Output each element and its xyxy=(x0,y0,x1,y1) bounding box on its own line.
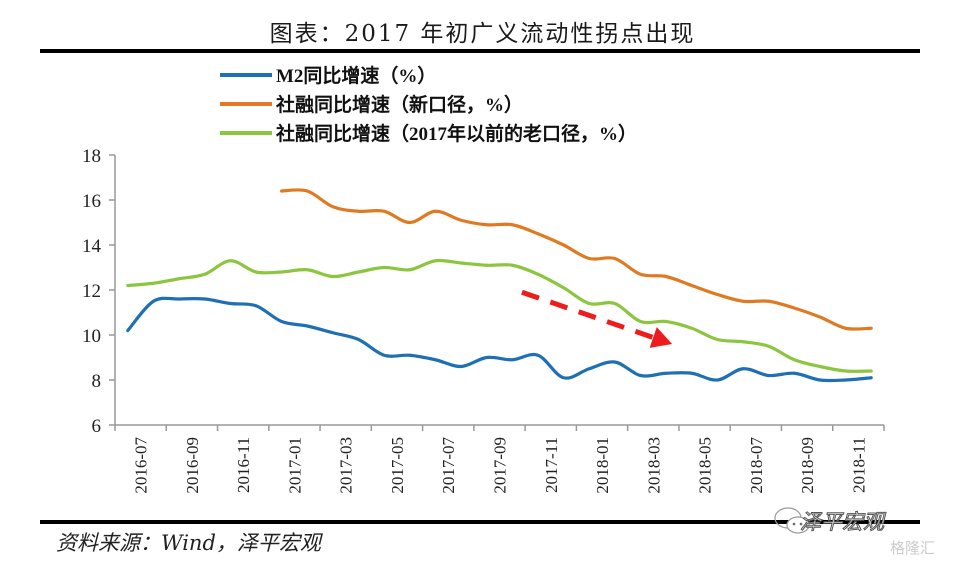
legend-swatch-m2 xyxy=(220,72,272,77)
legend-item-tsf-old: 社融同比增速（2017年以前的老口径，%） xyxy=(220,118,637,147)
x-tick-label: 2017-03 xyxy=(337,437,356,494)
watermark-site: 格隆汇 xyxy=(890,539,936,557)
y-tick-label: 14 xyxy=(82,236,102,257)
x-tick-label: 2017-05 xyxy=(388,437,407,494)
x-tick-label: 2018-11 xyxy=(849,437,868,493)
source-note: 资料来源：Wind，泽平宏观 xyxy=(56,531,321,555)
x-tick-label: 2016-11 xyxy=(234,437,253,493)
y-tick-label: 18 xyxy=(82,146,101,167)
y-tick-label: 6 xyxy=(92,416,102,437)
x-tick-label: 2018-03 xyxy=(644,437,663,494)
top-rule xyxy=(40,49,920,53)
x-tick-label: 2018-07 xyxy=(747,437,766,494)
series-m2-line xyxy=(126,296,873,383)
x-tick-label: 2017-07 xyxy=(439,437,458,494)
chart-annotations xyxy=(521,289,673,348)
chart-axes: 6 8 10 12 14 16 18 2016-07 2016-09 2016-11 2017-01… xyxy=(82,146,885,494)
legend-label-tsf-new: 社融同比增速（新口径，%） xyxy=(276,95,524,116)
chart-series xyxy=(126,188,873,383)
x-tick-label: 2018-09 xyxy=(798,437,817,494)
y-tick-label: 12 xyxy=(82,281,101,302)
legend-swatch-tsf-new xyxy=(220,101,272,106)
x-tick-label: 2017-09 xyxy=(491,437,510,494)
wechat-icon xyxy=(774,507,810,534)
x-tick-label: 2018-01 xyxy=(593,437,612,494)
legend-swatch-tsf-old xyxy=(220,130,272,135)
legend-label-m2: M2同比增速（%） xyxy=(276,66,437,87)
legend-item-tsf-new: 社融同比增速（新口径，%） xyxy=(220,89,637,118)
x-tick-label: 2017-11 xyxy=(542,437,561,493)
series-tsf-old-line xyxy=(126,258,873,373)
chart-legend: M2同比增速（%） 社融同比增速（新口径，%） 社融同比增速（2017年以前的老… xyxy=(220,60,637,147)
x-tick-label: 2017-01 xyxy=(285,437,304,494)
y-tick-label: 16 xyxy=(82,191,101,212)
x-tick-label: 2016-07 xyxy=(132,437,151,494)
legend-label-tsf-old: 社融同比增速（2017年以前的老口径，%） xyxy=(276,124,638,145)
y-tick-label: 8 xyxy=(92,371,102,392)
x-tick-label: 2016-09 xyxy=(183,437,202,494)
bottom-rule xyxy=(40,520,920,524)
y-tick-label: 10 xyxy=(82,326,101,347)
page-title: 图表：2017 年初广义流动性拐点出现 xyxy=(269,21,696,47)
trend-arrow-head xyxy=(649,327,673,348)
x-tick-label: 2018-05 xyxy=(696,437,715,494)
series-tsf-new-line xyxy=(280,188,873,331)
trend-arrow-shaft xyxy=(521,289,655,340)
watermark-brand: 泽平宏观 xyxy=(800,510,885,535)
legend-item-m2: M2同比增速（%） xyxy=(220,60,637,89)
